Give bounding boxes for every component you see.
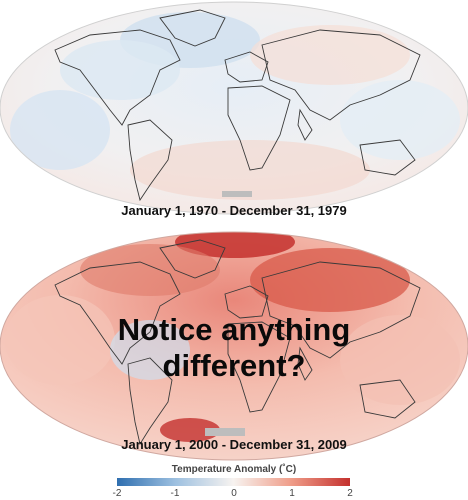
overlay-line-2: different? [162,348,306,383]
map-1970s-caption: January 1, 1970 - December 31, 1979 [121,203,347,218]
overlay-question: Notice anything different? [0,312,468,384]
anomaly-patches-2000s [5,232,460,442]
legend-tick: 0 [231,488,237,499]
map-1970s [0,0,468,228]
map-2000s-svg [0,231,468,461]
continents-1970s [54,9,421,202]
continents-2000s [54,239,421,446]
legend: Temperature Anomaly (˚C) -2 -1 0 1 2 [0,460,468,500]
legend-tick: 1 [289,488,295,499]
overlay-line-1: Notice anything [117,312,351,347]
legend-tick: -1 [170,488,180,499]
legend-color-bar [117,478,350,486]
map-2000s [0,230,468,466]
legend-title: Temperature Anomaly (˚C) [171,464,297,475]
map-2000s-caption: January 1, 2000 - December 31, 2009 [121,437,347,452]
legend-tick: 2 [347,488,353,499]
legend-tick: -2 [112,488,122,499]
map-1970s-svg [0,1,468,215]
